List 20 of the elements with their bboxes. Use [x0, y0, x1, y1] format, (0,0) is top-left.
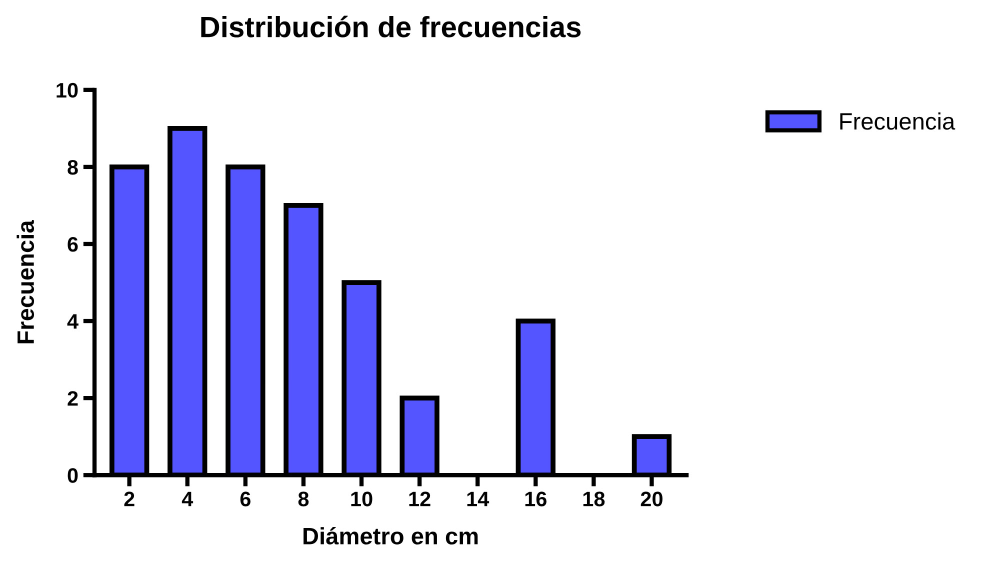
y-tick-label: 0	[68, 468, 78, 483]
x-tick-label: 10	[351, 492, 372, 506]
y-axis-title: Frecuencia	[16, 220, 34, 344]
y-tick-label: 10	[56, 82, 78, 98]
x-tick-label: 18	[583, 492, 605, 506]
chart-title: Distribución de frecuencias	[201, 16, 581, 38]
y-tick-label: 6	[68, 236, 78, 252]
y-tick-label: 2	[68, 391, 78, 406]
x-tick-label: 8	[298, 492, 309, 506]
y-tick-label: 8	[68, 160, 78, 175]
y-tick-label: 4	[67, 314, 78, 329]
legend-label: Frecuencia	[840, 112, 956, 130]
x-tick-label: 14	[467, 492, 490, 506]
x-tick-label: 16	[525, 492, 546, 506]
x-tick-label: 6	[240, 492, 250, 506]
x-tick-label: 12	[409, 492, 430, 506]
x-axis-title: Diámetro en cm	[304, 526, 478, 545]
x-tick-label: 20	[640, 492, 662, 506]
x-tick-label: 4	[182, 492, 194, 506]
x-tick-label: 2	[124, 492, 134, 506]
